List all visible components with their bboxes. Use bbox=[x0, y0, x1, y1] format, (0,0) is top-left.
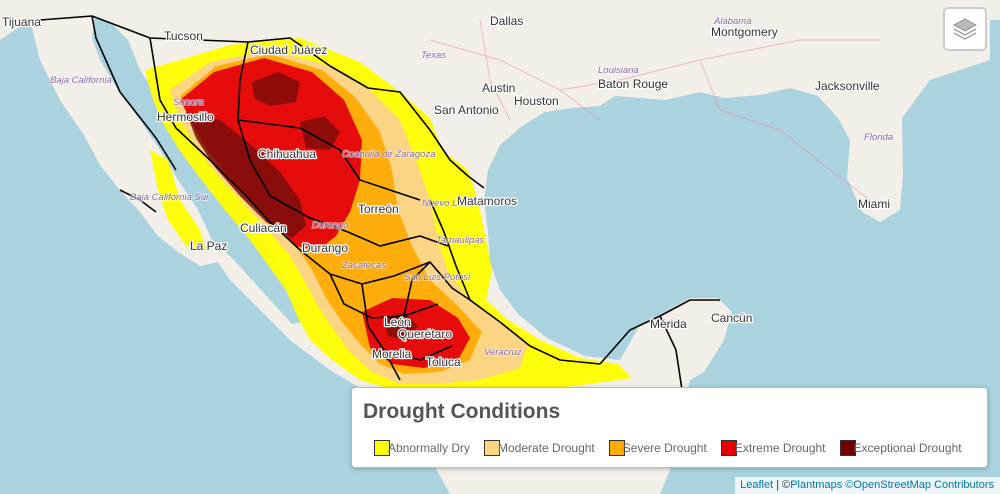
map-label: Torreón bbox=[358, 202, 399, 216]
map-label: Austin bbox=[482, 81, 515, 95]
legend-panel: Drought Conditions Abnormally Dry Moderat… bbox=[351, 387, 988, 468]
map-label: Toluca bbox=[426, 355, 461, 369]
map-label: Zacatecas bbox=[341, 260, 386, 271]
map-label: Alabama bbox=[713, 16, 752, 27]
map-label: Texas bbox=[421, 50, 446, 61]
legend-item: Moderate Drought bbox=[484, 438, 595, 458]
map-label: Coahuila de Zaragoza bbox=[342, 149, 435, 160]
exceptional-drought-chihuahua-1 bbox=[252, 72, 300, 106]
map-label: La Paz bbox=[190, 239, 227, 253]
map-label: Louisiana bbox=[598, 65, 639, 76]
map-label: Florida bbox=[864, 132, 893, 143]
layers-icon bbox=[953, 18, 977, 40]
exceptional-drought-area bbox=[186, 112, 306, 238]
map-label: Houston bbox=[514, 94, 559, 108]
legend-title: Drought Conditions bbox=[363, 400, 561, 423]
osm-link[interactable]: ©OpenStreetMap Contributors bbox=[845, 479, 994, 491]
legend-label: Exceptional Drought bbox=[853, 441, 962, 455]
map-label: Baja California bbox=[50, 75, 112, 86]
map-label: León bbox=[384, 315, 411, 329]
legend-label: Abnormally Dry bbox=[388, 441, 471, 455]
map-label: Miami bbox=[858, 197, 890, 211]
plantmaps-link[interactable]: Plantmaps bbox=[790, 479, 843, 491]
legend-label: Moderate Drought bbox=[498, 441, 595, 455]
legend-label: Severe Drought bbox=[622, 441, 707, 455]
map-label: Chihuahua bbox=[258, 147, 316, 161]
pacific-ocean bbox=[0, 20, 450, 494]
legend-swatch bbox=[839, 440, 856, 456]
map-label: Jacksonville bbox=[815, 79, 880, 93]
map-label: Cancún bbox=[711, 311, 752, 325]
leaflet-link[interactable]: Leaflet bbox=[740, 479, 774, 491]
state-borders bbox=[39, 15, 720, 391]
map-label: Veracruz bbox=[484, 347, 522, 358]
extreme-drought-area bbox=[180, 58, 362, 250]
attribution-separator: | © bbox=[773, 479, 791, 491]
map-label: Mérida bbox=[650, 317, 687, 331]
abnormally-dry-baja bbox=[150, 150, 206, 250]
legend-swatch bbox=[720, 440, 737, 456]
map-label: Ciudad Juárez bbox=[250, 43, 327, 57]
roads bbox=[429, 19, 880, 201]
map-label: Baja California Sur bbox=[130, 192, 210, 203]
map-label: Culiacán bbox=[240, 221, 287, 235]
map-label: Baton Rouge bbox=[598, 77, 668, 91]
map-label: San Antonio bbox=[434, 103, 499, 117]
map-label: Morelia bbox=[372, 347, 412, 361]
map-label: Durango bbox=[312, 220, 348, 231]
map-label: Sonora bbox=[173, 97, 204, 108]
legend-item: Abnormally Dry bbox=[374, 438, 470, 458]
map-label: Montgomery bbox=[711, 25, 778, 39]
exceptional-drought-chihuahua-2 bbox=[300, 116, 340, 150]
legend-items: Abnormally Dry Moderate Drought Severe Dro… bbox=[374, 438, 976, 458]
layers-control-button[interactable] bbox=[943, 7, 987, 51]
legend-item: Severe Drought bbox=[608, 438, 707, 458]
drought-layer bbox=[145, 38, 632, 392]
legend-item: Exceptional Drought bbox=[839, 438, 962, 458]
legend-swatch bbox=[484, 440, 501, 456]
legend-swatch bbox=[608, 440, 625, 456]
map-label: Querétaro bbox=[398, 327, 452, 341]
map-label: Nuevo León bbox=[422, 198, 473, 209]
legend-item: Extreme Drought bbox=[720, 438, 826, 458]
map-label: Hermosillo bbox=[157, 110, 214, 124]
map-label: Durango bbox=[302, 241, 348, 255]
map-label: Tamaulipas bbox=[436, 235, 484, 246]
map-label: Dallas bbox=[490, 14, 523, 28]
map-label: Matamoros bbox=[457, 194, 517, 208]
exceptional-drought-center bbox=[384, 312, 418, 340]
legend-swatch bbox=[374, 440, 390, 456]
map-label: San Luis Potosí bbox=[404, 272, 472, 283]
map-label: Tucson bbox=[164, 29, 203, 43]
legend-label: Extreme Drought bbox=[734, 441, 826, 455]
map-label: Tijuana bbox=[2, 15, 41, 29]
attribution: Leaflet | ©Plantmaps ©OpenStreetMap Cont… bbox=[735, 477, 1000, 494]
